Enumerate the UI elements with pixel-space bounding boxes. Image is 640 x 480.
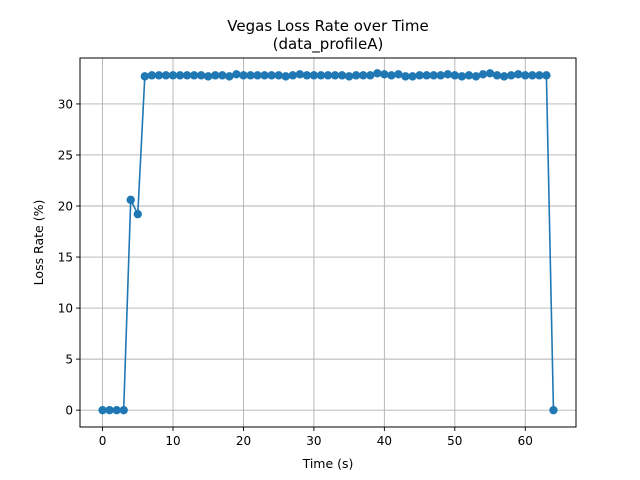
data-series: [98, 69, 558, 415]
data-point: [168, 71, 178, 80]
data-point: [366, 71, 375, 80]
x-tick-label: 50: [447, 434, 462, 448]
data-point: [302, 71, 312, 80]
data-point: [499, 72, 509, 81]
x-tick-label: 20: [236, 434, 251, 448]
data-point: [330, 71, 340, 80]
data-point: [253, 71, 262, 80]
y-tick-label: 15: [58, 251, 73, 265]
y-tick-label: 30: [58, 97, 73, 111]
data-point: [408, 72, 417, 81]
data-point: [204, 72, 213, 81]
data-point: [323, 71, 333, 80]
data-point: [239, 71, 248, 80]
series-line: [102, 72, 555, 411]
x-tick-label: 30: [306, 434, 321, 448]
data-point: [471, 72, 481, 81]
y-tick-label: 0: [65, 404, 73, 418]
data-point: [492, 71, 502, 80]
data-point: [182, 71, 192, 80]
data-point: [309, 71, 319, 80]
data-point: [189, 71, 199, 80]
data-point: [464, 71, 474, 80]
data-point: [175, 71, 185, 80]
data-point: [535, 71, 544, 80]
data-point: [485, 69, 495, 78]
x-axis-label: Time (s): [302, 456, 354, 471]
data-point: [422, 71, 431, 80]
data-point: [218, 71, 227, 80]
data-point: [211, 71, 220, 80]
data-point: [521, 71, 530, 80]
data-point: [457, 72, 467, 81]
plot-frame: [79, 57, 577, 428]
data-point: [450, 71, 460, 80]
x-tick-label: 60: [518, 434, 533, 448]
data-point: [436, 71, 445, 80]
y-tick-label: 10: [58, 302, 73, 316]
x-tick-label: 0: [99, 434, 107, 448]
x-tick-label: 40: [377, 434, 392, 448]
data-point: [119, 405, 128, 415]
data-point: [246, 71, 255, 80]
data-point: [380, 70, 389, 79]
data-point: [112, 405, 121, 415]
data-point: [288, 71, 297, 80]
data-point: [196, 71, 206, 80]
data-point: [274, 71, 283, 80]
data-point: [295, 70, 305, 79]
chart-title: Vegas Loss Rate over Time: [227, 17, 428, 35]
data-point: [359, 71, 368, 80]
data-point: [514, 70, 523, 79]
data-point: [140, 72, 150, 81]
data-point: [232, 70, 241, 79]
data-point: [373, 69, 382, 78]
chart-subtitle: (data_profileA): [273, 35, 384, 54]
data-point: [316, 71, 326, 80]
data-point: [133, 209, 142, 219]
data-point: [337, 71, 347, 80]
axis-ticks: 0 10 20 30 40 50 60 0 5 10 15 20 25 30: [58, 97, 533, 448]
y-axis-label: Loss Rate (%): [31, 200, 46, 286]
x-tick-label: 10: [165, 434, 180, 448]
data-point: [394, 70, 403, 79]
data-point: [351, 71, 361, 80]
y-tick-label: 20: [58, 200, 73, 214]
data-point: [549, 405, 558, 415]
data-point: [506, 71, 516, 80]
data-point: [98, 405, 107, 415]
data-point: [161, 71, 171, 80]
data-point: [429, 71, 438, 80]
data-point: [401, 72, 410, 81]
data-point: [344, 72, 354, 81]
y-tick-label: 5: [65, 353, 73, 367]
grid: [80, 58, 576, 427]
data-point: [225, 72, 234, 81]
data-point: [528, 71, 537, 80]
data-point: [387, 71, 396, 80]
data-point: [281, 72, 290, 81]
y-tick-label: 25: [58, 148, 73, 162]
data-point: [478, 70, 488, 79]
data-point: [260, 71, 269, 80]
data-point: [147, 71, 157, 80]
data-point: [154, 71, 164, 80]
data-point: [267, 71, 276, 80]
data-point: [126, 195, 135, 205]
data-point: [105, 405, 114, 415]
data-point: [415, 71, 424, 80]
data-point: [443, 70, 452, 79]
data-point: [542, 71, 551, 80]
